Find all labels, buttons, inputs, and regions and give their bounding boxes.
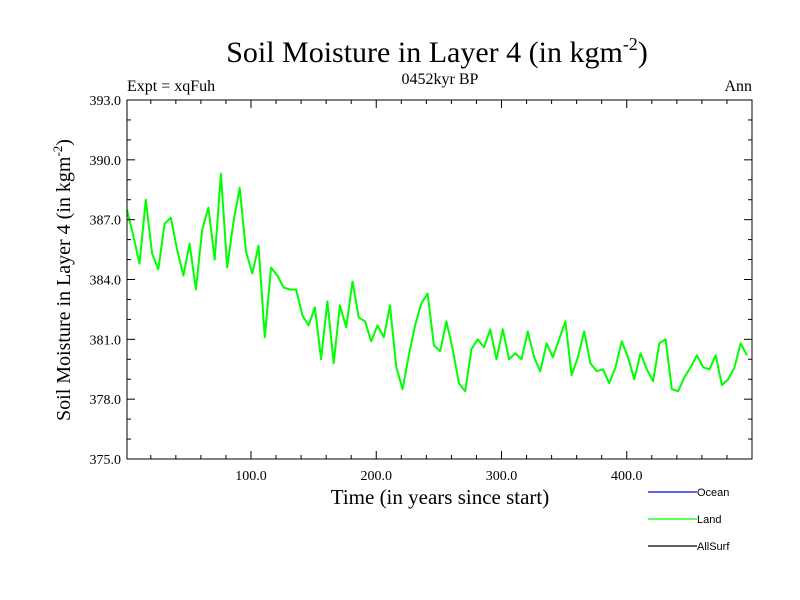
y-tick-label: 378.0 bbox=[90, 393, 122, 408]
season-label: Ann bbox=[724, 78, 752, 95]
y-tick-label: 387.0 bbox=[90, 214, 122, 229]
y-axis-label-main: Soil Moisture in Layer 4 (in kgm bbox=[53, 156, 75, 421]
y-axis-label-close: ) bbox=[53, 139, 75, 146]
x-tick-label: 200.0 bbox=[360, 469, 392, 484]
x-tick-label: 100.0 bbox=[235, 469, 267, 484]
chart-title: Soil Moisture in Layer 4 (in kgm-2) bbox=[226, 34, 648, 69]
x-tick-label: 400.0 bbox=[611, 469, 643, 484]
series-layer bbox=[126, 172, 748, 393]
chart-subtitle: 0452kyr BP bbox=[402, 71, 479, 88]
y-tick-label: 375.0 bbox=[90, 453, 122, 468]
y-axis-label: Soil Moisture in Layer 4 (in kgm-2) bbox=[50, 139, 75, 421]
y-tick-label: 381.0 bbox=[90, 333, 122, 348]
chart-title-close: ) bbox=[638, 36, 648, 69]
x-tick-label: 300.0 bbox=[486, 469, 518, 484]
series-line-land bbox=[126, 172, 748, 393]
legend-label-allsurf: AllSurf bbox=[697, 541, 730, 553]
chart-title-exp: -2 bbox=[623, 34, 638, 54]
legend-label-ocean: Ocean bbox=[697, 487, 729, 499]
legend: Ocean Land AllSurf bbox=[648, 487, 730, 553]
ticks-layer: 375.0 378.0 381.0 384.0 387.0 390.0 393.0 100.0… bbox=[90, 94, 752, 484]
y-tick-label: 393.0 bbox=[90, 94, 122, 109]
chart-title-main: Soil Moisture in Layer 4 (in kgm bbox=[226, 36, 623, 69]
y-tick-label: 390.0 bbox=[90, 154, 122, 169]
x-axis-label: Time (in years since start) bbox=[331, 485, 550, 509]
experiment-label: Expt = xqFuh bbox=[127, 78, 215, 95]
legend-label-land: Land bbox=[697, 514, 721, 526]
y-tick-label: 384.0 bbox=[90, 274, 122, 289]
y-axis-label-exp: -2 bbox=[50, 146, 65, 157]
plot-frame bbox=[126, 99, 753, 460]
